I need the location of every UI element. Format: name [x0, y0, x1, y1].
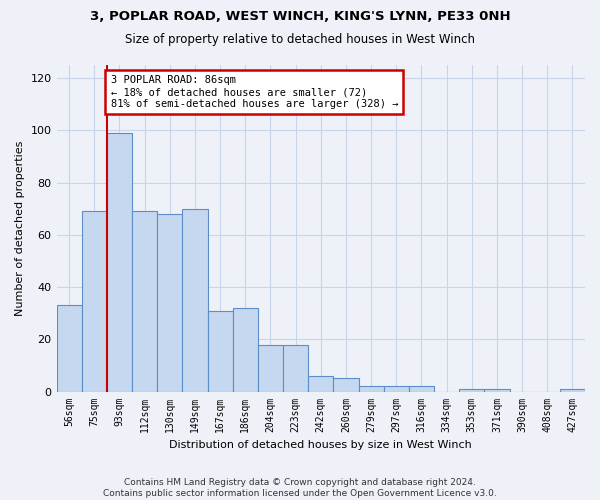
Text: 3, POPLAR ROAD, WEST WINCH, KING'S LYNN, PE33 0NH: 3, POPLAR ROAD, WEST WINCH, KING'S LYNN,… — [89, 10, 511, 23]
Text: 3 POPLAR ROAD: 86sqm
← 18% of detached houses are smaller (72)
81% of semi-detac: 3 POPLAR ROAD: 86sqm ← 18% of detached h… — [110, 76, 398, 108]
Bar — [383, 386, 409, 392]
Bar — [182, 208, 208, 392]
Y-axis label: Number of detached properties: Number of detached properties — [15, 140, 25, 316]
Bar — [157, 214, 182, 392]
Bar — [334, 378, 359, 392]
Bar — [459, 389, 484, 392]
Bar — [359, 386, 383, 392]
Bar — [560, 389, 585, 392]
Bar — [107, 133, 132, 392]
Bar — [56, 306, 82, 392]
Bar — [208, 310, 233, 392]
Bar — [484, 389, 509, 392]
X-axis label: Distribution of detached houses by size in West Winch: Distribution of detached houses by size … — [169, 440, 472, 450]
Bar — [82, 212, 107, 392]
Text: Contains HM Land Registry data © Crown copyright and database right 2024.
Contai: Contains HM Land Registry data © Crown c… — [103, 478, 497, 498]
Bar — [258, 344, 283, 392]
Bar — [308, 376, 334, 392]
Bar — [233, 308, 258, 392]
Text: Size of property relative to detached houses in West Winch: Size of property relative to detached ho… — [125, 32, 475, 46]
Bar — [132, 212, 157, 392]
Bar — [283, 344, 308, 392]
Bar — [409, 386, 434, 392]
